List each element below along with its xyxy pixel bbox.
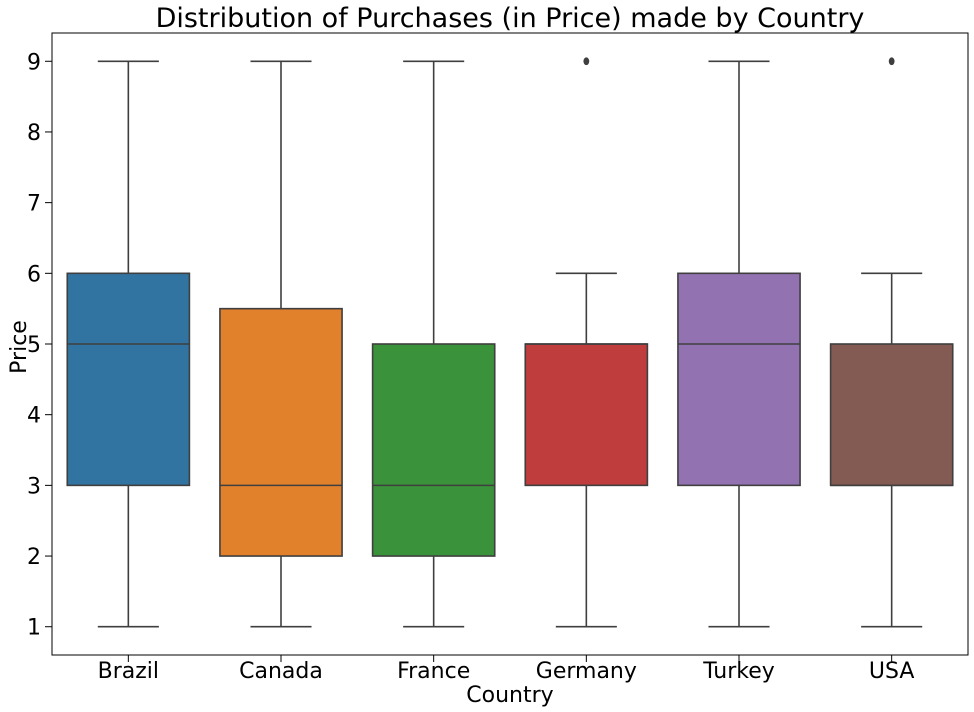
x-tick-label-france: France	[397, 659, 470, 684]
y-tick-label-2: 2	[27, 545, 41, 570]
chart-title: Distribution of Purchases (in Price) mad…	[156, 3, 865, 34]
y-tick-label-5: 5	[27, 333, 41, 358]
y-tick-label-1: 1	[27, 616, 41, 641]
box-germany	[524, 343, 649, 487]
box-usa	[829, 343, 954, 487]
y-axis-label: Price	[7, 320, 32, 374]
box-canada	[219, 307, 343, 557]
box-brazil	[66, 272, 191, 487]
x-tick-label-canada: Canada	[239, 659, 323, 684]
y-tick-label-3: 3	[27, 474, 41, 499]
y-tick-label-7: 7	[27, 192, 41, 217]
x-tick-label-usa: USA	[869, 659, 915, 684]
y-tick-label-8: 8	[27, 121, 41, 146]
x-tick-label-turkey: Turkey	[702, 659, 775, 684]
plot-area: 1 2 3 4 5 6 7 8 9 Brazil Canada France Germany Turkey…	[27, 32, 969, 684]
plot-frame	[51, 32, 969, 656]
y-tick-label-4: 4	[27, 404, 41, 429]
y-tick-label-6: 6	[27, 262, 41, 287]
y-tick-label-9: 9	[27, 50, 41, 75]
x-axis-label: Country	[466, 683, 553, 708]
x-tick-label-germany: Germany	[536, 659, 637, 684]
x-tick-label-brazil: Brazil	[98, 659, 159, 684]
outlier-usa-0	[888, 57, 895, 66]
box-turkey	[677, 272, 801, 487]
box-france	[371, 343, 496, 557]
outlier-germany-0	[583, 57, 590, 66]
